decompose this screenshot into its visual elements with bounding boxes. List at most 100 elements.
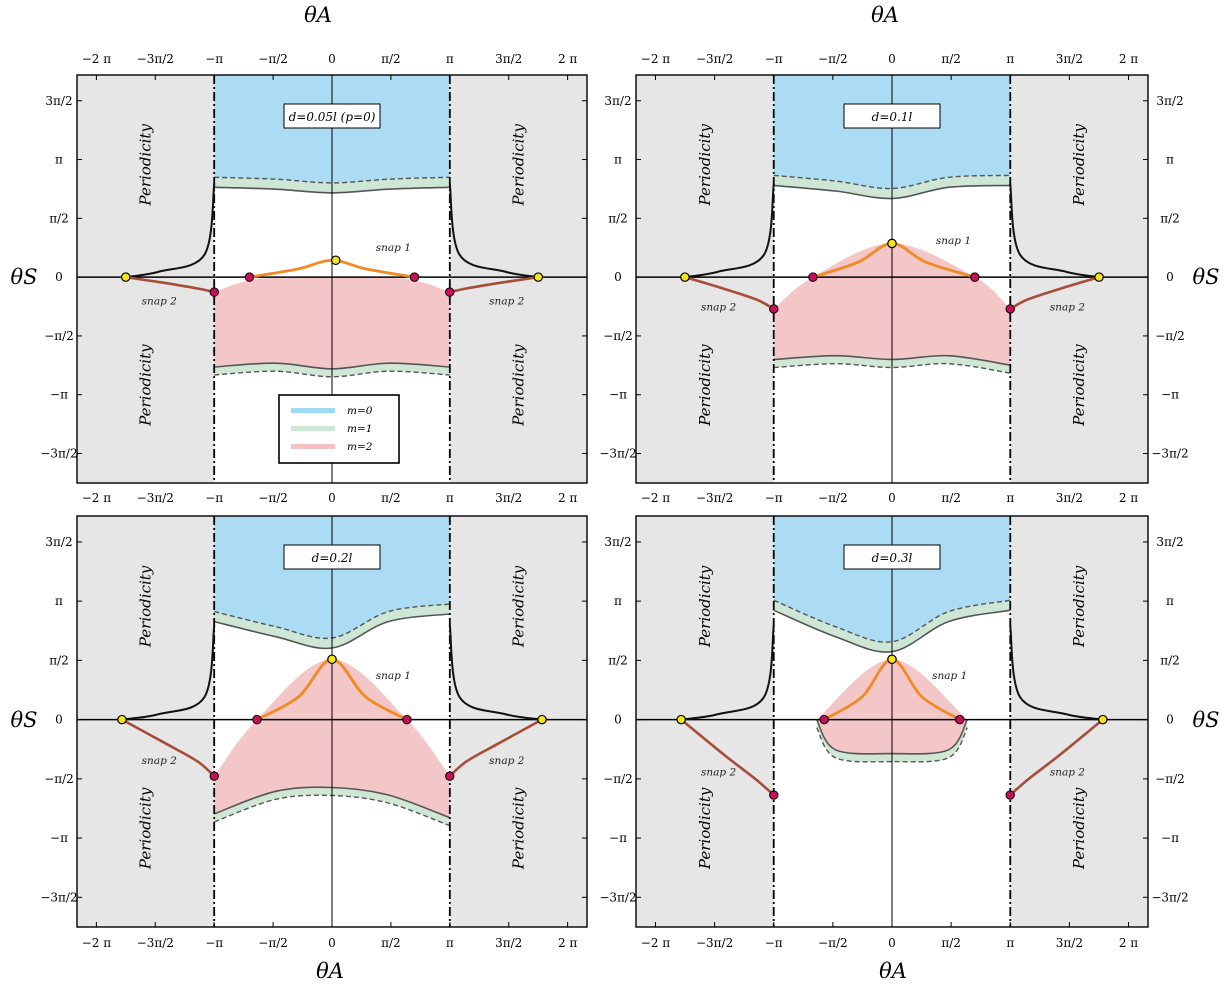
equilibrium-point <box>330 255 341 266</box>
periodicity-label: Periodicity <box>509 787 527 870</box>
panel-4: Periodicity Periodicity Periodicity Periodi… <box>599 515 1189 950</box>
y-tick-label: π <box>55 594 63 608</box>
y-tick-label: 3π/2 <box>604 535 631 549</box>
periodicity-label: Periodicity <box>137 787 155 870</box>
y-tick-label: 0 <box>1166 713 1174 727</box>
x-tick-label: π/2 <box>941 936 961 950</box>
periodicity-label: Periodicity <box>1070 787 1088 870</box>
equilibrium-point <box>533 272 544 282</box>
equilibrium-point <box>117 714 127 725</box>
equilibrium-point <box>327 654 337 665</box>
y-tick-label: −π <box>50 388 68 402</box>
snap2-label: snap 2 <box>701 767 736 779</box>
snap-point <box>445 287 455 297</box>
x-tick-label: −3π/2 <box>696 491 733 505</box>
y-tick-label: −3π/2 <box>40 890 77 904</box>
legend-label: m=0 <box>347 405 373 417</box>
equilibrium-point <box>680 272 690 282</box>
stable-branch-curve <box>1009 625 1103 721</box>
y-tick-label: −π/2 <box>603 329 633 343</box>
plot-area <box>636 516 1148 927</box>
x-tick-label: π/2 <box>381 491 401 505</box>
snap2-label: snap 2 <box>489 755 524 767</box>
y-tick-label: 0 <box>614 713 622 727</box>
y-tick-label: −π/2 <box>44 329 74 343</box>
x-tick-label: −π <box>765 936 783 950</box>
periodicity-label: Periodicity <box>509 344 527 427</box>
x-tick-label: π <box>446 936 454 950</box>
x-tick-label: 0 <box>888 936 896 950</box>
y-tick-label: 0 <box>55 270 63 284</box>
x-tick-label: 0 <box>888 491 896 505</box>
periodicity-label: Periodicity <box>696 565 714 648</box>
periodicity-label: Periodicity <box>1070 124 1088 207</box>
region-boundary-dashed <box>214 176 450 184</box>
stable-branch-curve <box>684 183 775 279</box>
snap-point <box>955 714 965 725</box>
x-tick-label: −2 π <box>82 52 112 66</box>
periodicity-band <box>449 516 587 927</box>
snap2-curve <box>448 718 543 778</box>
stable-branch-curve <box>448 183 539 279</box>
snap-point <box>808 272 818 282</box>
plot-area <box>77 516 587 927</box>
periodicity-band <box>1010 75 1148 483</box>
periodicity-label: Periodicity <box>696 344 714 427</box>
equilibrium-point <box>120 272 131 282</box>
y-tick-label: π <box>614 594 622 608</box>
y-tick-label: 3π/2 <box>45 94 72 108</box>
snap1-label: snap 1 <box>932 670 967 682</box>
periodicity-band <box>77 516 215 927</box>
y-tick-label: −3π/2 <box>599 890 636 904</box>
x-tick-label: −2 π <box>641 52 671 66</box>
snap-point <box>244 272 255 282</box>
periodicity-label: Periodicity <box>696 787 714 870</box>
periodicity-label: Periodicity <box>1070 344 1088 427</box>
snap-point <box>1005 790 1015 800</box>
x-tick-label: −π/2 <box>818 936 848 950</box>
plot-area <box>77 75 587 483</box>
snap2-label: snap 2 <box>142 296 177 308</box>
x-tick-label: −3π/2 <box>137 52 174 66</box>
region-boundary-dashed <box>773 362 1011 374</box>
y-tick-label: 3π/2 <box>45 535 72 549</box>
snap2-curve <box>1009 275 1100 311</box>
x-tick-label: 0 <box>888 52 896 66</box>
snap2-label: snap 2 <box>142 755 177 767</box>
equilibrium-point <box>537 714 547 725</box>
x-tick-label: 2 π <box>558 491 577 505</box>
snap-point <box>970 272 980 282</box>
panel-2: Periodicity Periodicity Periodicity Periodi… <box>599 52 1188 505</box>
bottom-axis-title-left: θA <box>316 959 344 983</box>
legend-swatch <box>291 408 335 413</box>
equilibrium-point <box>887 238 897 249</box>
snap2-curve <box>125 275 215 294</box>
snap2-label: snap 2 <box>489 296 524 308</box>
x-tick-label: −π/2 <box>258 936 288 950</box>
x-tick-label: π/2 <box>381 52 401 66</box>
x-tick-label: 2 π <box>558 936 577 950</box>
periodicity-label: Periodicity <box>137 344 155 427</box>
x-tick-label: −2 π <box>82 491 112 505</box>
parameter-box <box>283 103 381 129</box>
y-tick-label: π <box>55 153 63 167</box>
stable-branch-curve <box>121 625 216 721</box>
snap-point <box>209 771 219 781</box>
snap-point <box>769 790 779 800</box>
x-tick-label: π/2 <box>941 52 961 66</box>
periodicity-band <box>636 516 774 927</box>
snap-point <box>209 287 219 297</box>
x-tick-label: −π <box>765 52 783 66</box>
x-tick-label: 2 π <box>1119 936 1138 950</box>
stable-branch-curve <box>448 625 543 721</box>
y-tick-label: 3π/2 <box>604 94 631 108</box>
snap2-curve <box>680 718 775 796</box>
equilibrium-point <box>1098 714 1108 725</box>
periodicity-label: Periodicity <box>137 565 155 648</box>
snap1-label: snap 1 <box>376 242 411 254</box>
x-tick-label: −2 π <box>641 491 671 505</box>
y-tick-label: π <box>1166 153 1174 167</box>
snap-point <box>445 771 455 781</box>
y-axis-title-bottom-left: θS <box>10 708 37 732</box>
stable-branch-curve <box>125 183 216 279</box>
